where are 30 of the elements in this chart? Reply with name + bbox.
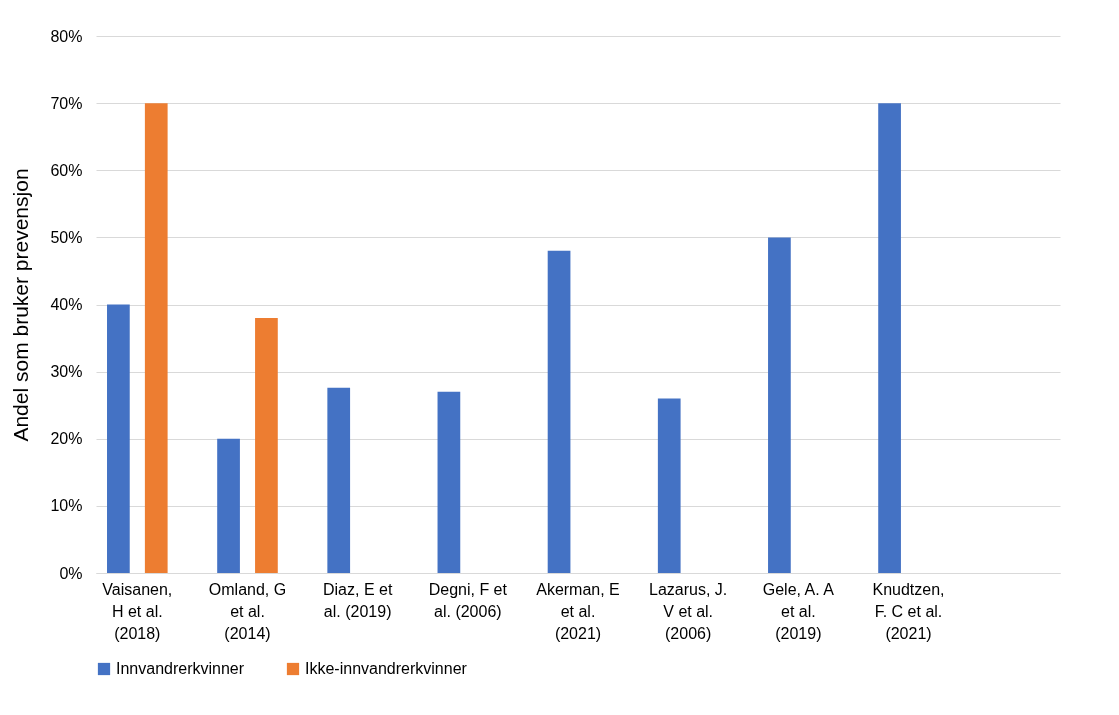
x-tick-label: Degni, F et al. (2006) [428, 580, 508, 620]
y-tick-label: 30% [50, 363, 83, 381]
x-tick-label: Vaisanen, H et al. (2018) [102, 580, 173, 642]
bar [657, 398, 681, 573]
x-tick-label: Akerman, E et al. (2021) [536, 580, 620, 642]
x-tick-label: Omland, G et al. (2014) [208, 580, 287, 642]
x-tick-label: Knudtzen, F. C et al. (2021) [872, 580, 945, 642]
y-tick-label: 20% [50, 430, 83, 448]
bar [547, 250, 571, 573]
y-tick-label: 40% [50, 296, 83, 313]
bar [437, 391, 461, 573]
x-tick-label: Lazarus, J. V et al. (2006) [649, 580, 728, 642]
y-tick-label: 10% [50, 497, 83, 515]
legend-label: Innvandrerkvinner [116, 660, 245, 677]
y-tick-label: 60% [50, 161, 83, 179]
bar [327, 387, 351, 573]
bar [144, 103, 168, 573]
bar [878, 103, 901, 573]
y-tick-label: 50% [50, 228, 83, 246]
y-tick-label: 0% [59, 564, 83, 582]
y-tick-label: 80% [50, 27, 83, 45]
bar [107, 304, 130, 573]
bar [255, 317, 278, 573]
y-axis-title: Andel som bruker prevensjon [9, 168, 33, 442]
bar [768, 237, 791, 573]
bar [217, 438, 240, 573]
y-tick-label: 70% [50, 94, 83, 112]
x-tick-label: Diaz, E et al. (2019) [322, 580, 393, 620]
legend-label: Ikke-innvandrerkvinner [305, 660, 468, 677]
x-tick-label: Gele, A. A et al. (2019) [762, 580, 835, 642]
